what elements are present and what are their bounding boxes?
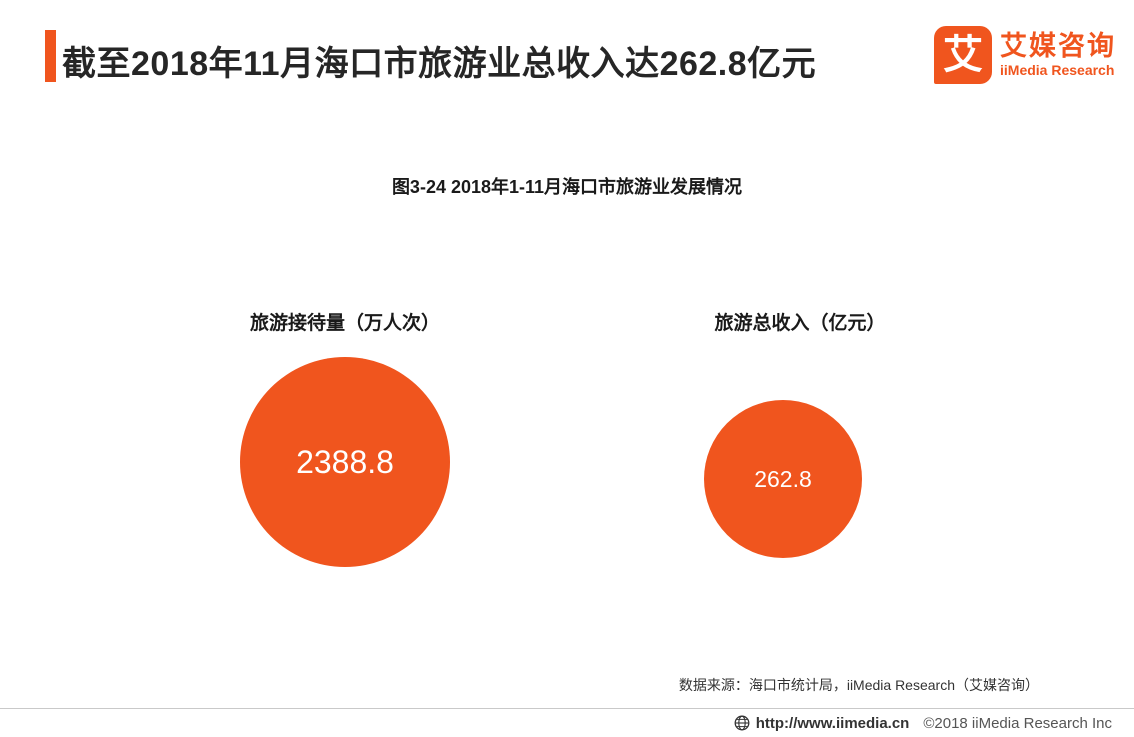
iimedia-logo-icon: 艾: [934, 26, 992, 84]
bubble-label-reception: 旅游接待量（万人次）: [249, 313, 440, 334]
header: 截至2018年11月海口市旅游业总收入达262.8亿元 艾 艾媒咨询 iiMed…: [0, 0, 1134, 110]
title-accent-bar: [45, 30, 56, 82]
footer-copyright: ©2018 iiMedia Research Inc: [923, 714, 1112, 732]
bubble-chart: 图3-24 2018年1-11月海口市旅游业发展情况 旅游接待量（万人次） 旅游…: [0, 110, 1134, 693]
chart-title: 图3-24 2018年1-11月海口市旅游业发展情况: [391, 177, 743, 197]
logo-brand-cn: 艾媒咨询: [1000, 31, 1116, 62]
page-title: 截至2018年11月海口市旅游业总收入达262.8亿元: [62, 45, 817, 83]
bubble-reception-value: 2388.8: [296, 443, 394, 480]
bubble-label-revenue: 旅游总收入（亿元）: [714, 313, 886, 334]
logo-brand-en: iiMedia Research: [1000, 62, 1115, 79]
footer-url[interactable]: http://www.iimedia.cn: [755, 714, 910, 732]
bubble-revenue-value: 262.8: [754, 465, 812, 492]
data-source-note: 数据来源：海口市统计局，iiMedia Research（艾媒咨询）: [678, 677, 1039, 693]
bubble-reception: 2388.8: [240, 357, 450, 567]
bubble-revenue: 262.8: [704, 400, 862, 558]
iimedia-logo: 艾 艾媒咨询 iiMedia Research: [934, 26, 1116, 84]
globe-icon: [734, 715, 750, 731]
footer: http://www.iimedia.cn ©2018 iiMedia Rese…: [0, 708, 1134, 737]
logo-text-block: 艾媒咨询 iiMedia Research: [1000, 31, 1116, 79]
